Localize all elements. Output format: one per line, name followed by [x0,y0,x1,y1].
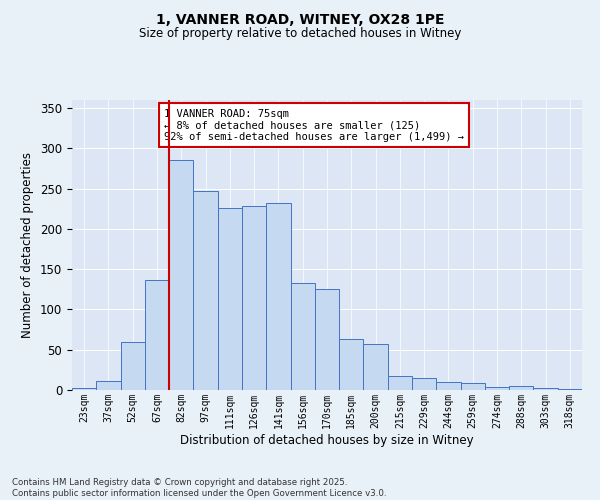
Bar [290,283,315,390]
Bar [193,191,218,390]
Bar [169,160,193,390]
Bar [509,386,533,390]
Bar [485,387,509,390]
Bar [315,288,339,390]
Bar [145,280,169,390]
Bar [558,389,582,390]
Bar [96,381,121,390]
Bar [533,388,558,390]
Bar [412,378,436,390]
Bar [121,342,145,390]
Y-axis label: Number of detached properties: Number of detached properties [22,152,34,338]
Bar [388,376,412,390]
X-axis label: Distribution of detached houses by size in Witney: Distribution of detached houses by size … [180,434,474,446]
Bar [266,203,290,390]
Text: 1 VANNER ROAD: 75sqm
← 8% of detached houses are smaller (125)
92% of semi-detac: 1 VANNER ROAD: 75sqm ← 8% of detached ho… [164,108,464,142]
Bar [218,208,242,390]
Text: Size of property relative to detached houses in Witney: Size of property relative to detached ho… [139,28,461,40]
Text: Contains HM Land Registry data © Crown copyright and database right 2025.
Contai: Contains HM Land Registry data © Crown c… [12,478,386,498]
Bar [72,388,96,390]
Bar [364,344,388,390]
Bar [436,382,461,390]
Bar [242,206,266,390]
Text: 1, VANNER ROAD, WITNEY, OX28 1PE: 1, VANNER ROAD, WITNEY, OX28 1PE [156,12,444,26]
Bar [339,339,364,390]
Bar [461,383,485,390]
